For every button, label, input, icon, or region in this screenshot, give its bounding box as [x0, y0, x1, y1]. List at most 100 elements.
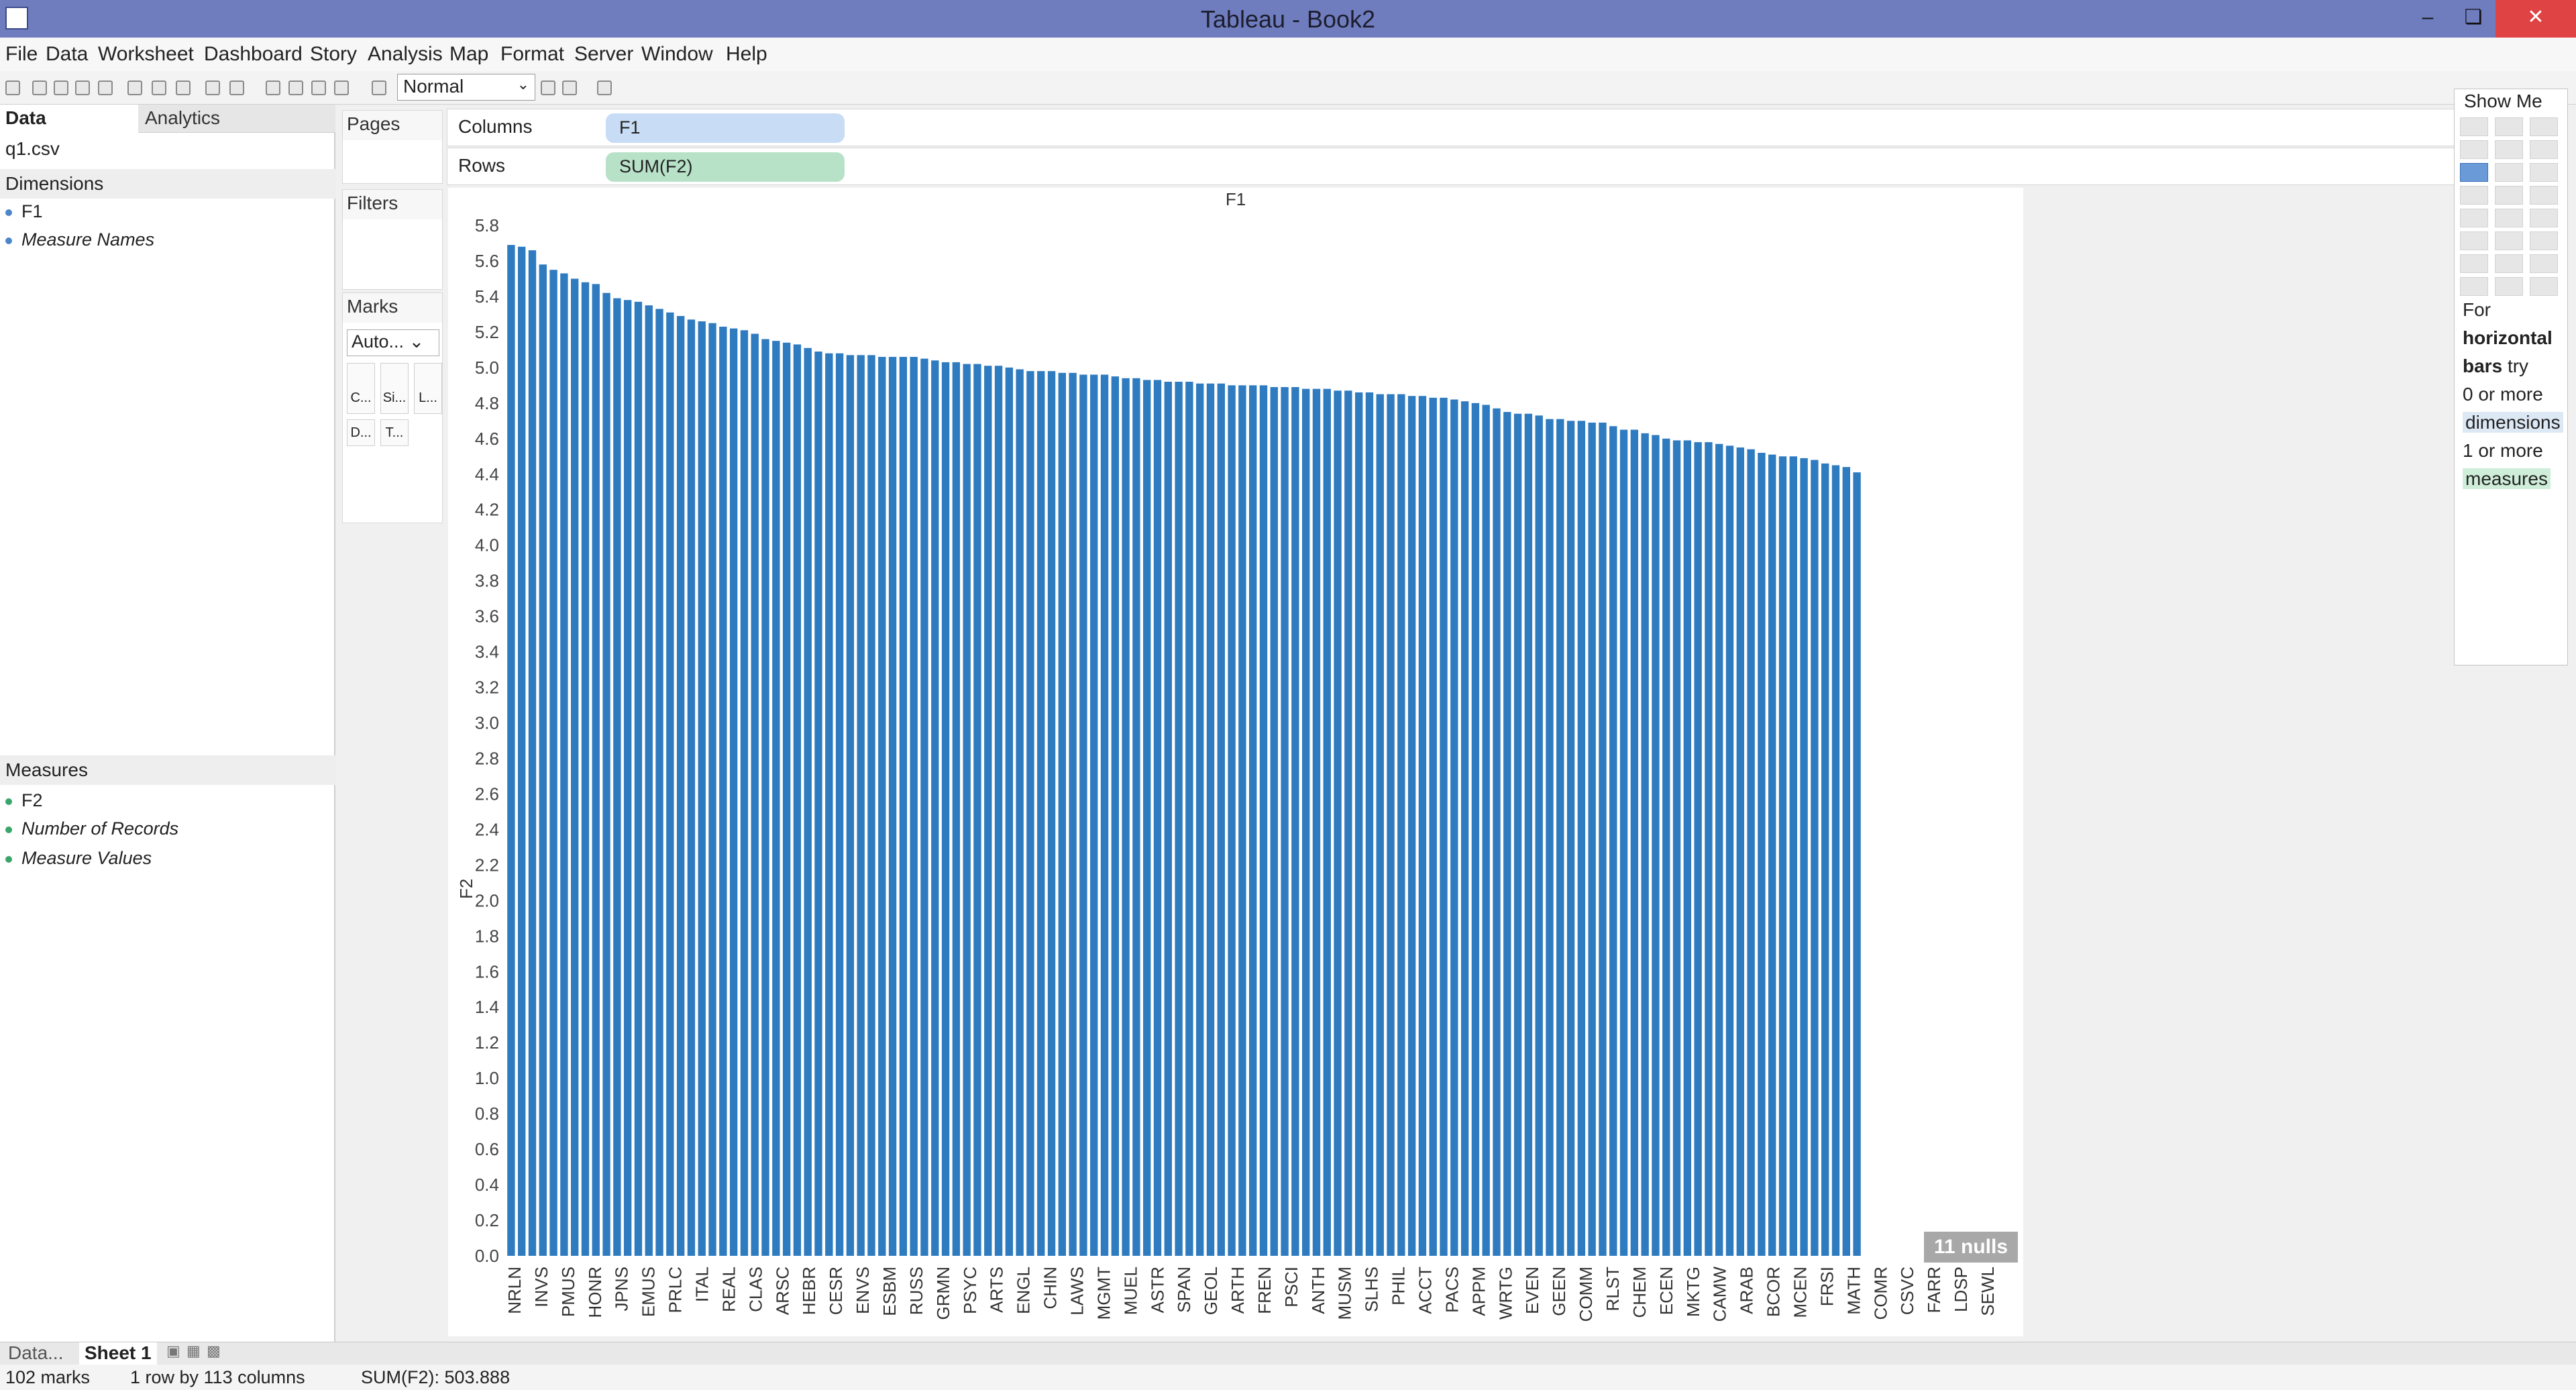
bar[interactable]	[1271, 387, 1278, 1256]
bar[interactable]	[1821, 464, 1829, 1256]
x-tick-label[interactable]: ARAB	[1737, 1267, 1757, 1314]
bar[interactable]	[571, 278, 578, 1256]
x-tick-label[interactable]: ACCT	[1415, 1267, 1436, 1314]
show-me-title[interactable]: Show Me	[2455, 89, 2567, 113]
x-tick-label[interactable]: COMM	[1576, 1267, 1596, 1322]
bar[interactable]	[1493, 409, 1500, 1256]
bar[interactable]	[804, 348, 812, 1256]
bar[interactable]	[878, 357, 885, 1256]
bar[interactable]	[549, 270, 557, 1256]
bar[interactable]	[741, 330, 748, 1256]
bar[interactable]	[1853, 472, 1860, 1256]
tab-data[interactable]: Data	[0, 105, 138, 133]
x-tick-label[interactable]: ASTR	[1147, 1267, 1167, 1313]
bar[interactable]	[518, 247, 525, 1256]
area-discrete-thumb[interactable]	[2495, 231, 2523, 250]
bar[interactable]	[1291, 387, 1299, 1256]
x-tick-label[interactable]: HEBR	[799, 1267, 819, 1315]
bar[interactable]	[1599, 423, 1606, 1256]
label-button[interactable]: L...	[414, 363, 442, 414]
bar[interactable]	[1461, 401, 1468, 1256]
bar[interactable]	[1313, 389, 1320, 1256]
new-datasource-icon[interactable]	[98, 81, 113, 95]
bar[interactable]	[1768, 455, 1776, 1256]
undo-icon[interactable]	[32, 81, 47, 95]
bar[interactable]	[1567, 421, 1574, 1256]
bar[interactable]	[1483, 405, 1490, 1256]
bar[interactable]	[1440, 398, 1447, 1256]
x-tick-label[interactable]: SLHS	[1362, 1267, 1382, 1312]
x-tick-label[interactable]: ARTH	[1228, 1267, 1248, 1314]
bar[interactable]	[1175, 382, 1182, 1256]
color-button[interactable]: C...	[347, 363, 375, 414]
bar[interactable]	[910, 357, 917, 1256]
bar[interactable]	[900, 357, 907, 1256]
label-icon[interactable]	[334, 81, 349, 95]
x-tick-label[interactable]: GRMN	[933, 1267, 953, 1320]
bar[interactable]	[1430, 398, 1437, 1256]
bar[interactable]	[1705, 442, 1712, 1256]
bar[interactable]	[1419, 396, 1426, 1256]
x-tick-label[interactable]: SEWL	[1978, 1267, 1998, 1316]
x-tick-label[interactable]: MCEN	[1790, 1267, 1811, 1318]
bar[interactable]	[529, 250, 536, 1256]
x-tick-label[interactable]: ENVS	[853, 1267, 873, 1314]
tooltip-button[interactable]: T...	[380, 419, 409, 446]
fit-icon[interactable]	[372, 81, 386, 95]
clear-sheet-icon[interactable]	[176, 81, 191, 95]
x-tick-label[interactable]: RUSS	[906, 1267, 926, 1315]
menu-dashboard[interactable]: Dashboard	[204, 43, 303, 66]
x-tick-label[interactable]: ARSC	[772, 1267, 792, 1315]
bar[interactable]	[1673, 440, 1680, 1256]
bar[interactable]	[995, 366, 1002, 1256]
bar[interactable]	[1758, 453, 1765, 1256]
bar[interactable]	[836, 354, 843, 1256]
measure-values[interactable]: Measure Values	[5, 848, 152, 869]
fit-select[interactable]: Normal ⌄	[397, 74, 535, 101]
x-tick-label[interactable]: CAMW	[1710, 1267, 1730, 1322]
x-tick-label[interactable]: ENGL	[1014, 1267, 1034, 1314]
bar[interactable]	[1662, 439, 1670, 1256]
x-tick-label[interactable]: GEEN	[1549, 1267, 1569, 1316]
bar[interactable]	[582, 282, 589, 1256]
x-tick-label[interactable]: PRLC	[665, 1267, 686, 1313]
tab-datasource[interactable]: Data...	[3, 1342, 68, 1365]
x-tick-label[interactable]: CHIN	[1040, 1267, 1061, 1309]
x-tick-label[interactable]: GEOL	[1201, 1267, 1221, 1315]
bar[interactable]	[719, 327, 727, 1256]
bar[interactable]	[507, 245, 515, 1256]
bar[interactable]	[1196, 384, 1203, 1256]
bar[interactable]	[1546, 419, 1553, 1256]
highlight-table-thumb[interactable]	[2530, 117, 2558, 136]
menu-server[interactable]: Server	[574, 43, 633, 66]
x-tick-label[interactable]: PACS	[1442, 1267, 1462, 1313]
bullet-graph-thumb[interactable]	[2495, 277, 2523, 296]
bar[interactable]	[1016, 370, 1023, 1256]
bar[interactable]	[1132, 378, 1140, 1256]
bar[interactable]	[953, 362, 960, 1256]
menu-window[interactable]: Window	[641, 43, 713, 66]
menu-data[interactable]: Data	[46, 43, 88, 66]
bar[interactable]	[1800, 458, 1807, 1256]
bar[interactable]	[1154, 380, 1161, 1256]
highlight-icon[interactable]	[562, 81, 577, 95]
bar[interactable]	[1631, 430, 1638, 1256]
close-button[interactable]: ✕	[2496, 0, 2576, 38]
tab-sheet-1[interactable]: Sheet 1	[79, 1342, 157, 1365]
bar[interactable]	[1641, 433, 1648, 1256]
x-tick-label[interactable]: MGMT	[1093, 1267, 1114, 1320]
lines-continuous-thumb[interactable]	[2460, 209, 2488, 227]
bar[interactable]	[1101, 374, 1108, 1256]
columns-shelf[interactable]: Columns F1	[447, 109, 2459, 146]
bar[interactable]	[1726, 445, 1733, 1256]
x-tick-label[interactable]: COMR	[1870, 1267, 1890, 1320]
text-table-thumb[interactable]	[2460, 117, 2488, 136]
save-icon[interactable]	[75, 81, 90, 95]
nulls-indicator[interactable]: 11 nulls	[1924, 1232, 2018, 1263]
bar[interactable]	[751, 334, 759, 1256]
x-tick-label[interactable]: REAL	[718, 1267, 739, 1312]
filters-card[interactable]: Filters	[342, 189, 443, 290]
bar[interactable]	[1334, 390, 1341, 1256]
menu-story[interactable]: Story	[310, 43, 357, 66]
bar[interactable]	[1324, 389, 1331, 1256]
